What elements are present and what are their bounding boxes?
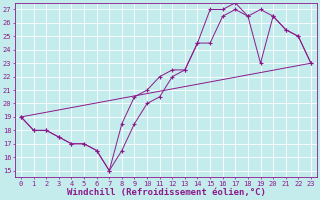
X-axis label: Windchill (Refroidissement éolien,°C): Windchill (Refroidissement éolien,°C) xyxy=(67,188,265,197)
